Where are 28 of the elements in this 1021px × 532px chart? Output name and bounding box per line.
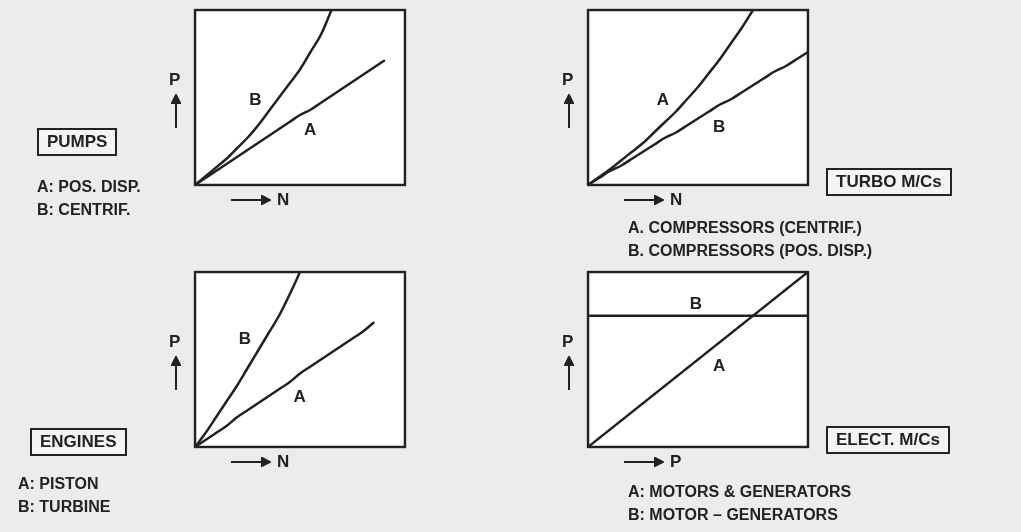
text: A: PISTON xyxy=(18,474,99,494)
x-axis-title: N xyxy=(277,190,290,210)
text: B. COMPRESSORS (POS. DISP.) xyxy=(628,241,873,261)
y-axis-title: P xyxy=(562,331,574,352)
x-axis-title: P xyxy=(670,452,682,472)
series-label: B xyxy=(238,328,251,348)
series-label: A xyxy=(656,89,669,109)
text: A: MOTORS & GENERATORS xyxy=(628,482,852,502)
text: B: MOTOR – GENERATORS xyxy=(628,505,838,525)
text: A: POS. DISP. xyxy=(37,177,141,197)
series-label: B xyxy=(249,89,262,109)
series-label: B xyxy=(713,116,726,136)
text: ENGINES xyxy=(30,428,127,456)
series-label: A xyxy=(304,120,317,140)
text: PUMPS xyxy=(37,128,118,156)
series-label: A xyxy=(293,387,306,407)
text: B: TURBINE xyxy=(18,497,111,517)
series-label: A xyxy=(713,355,726,375)
text: ELECT. M/Cs xyxy=(826,426,950,454)
x-axis-title: N xyxy=(277,452,290,472)
text: TURBO M/Cs xyxy=(826,168,952,196)
text: B: CENTRIF. xyxy=(37,200,131,220)
text: A. COMPRESSORS (CENTRIF.) xyxy=(628,218,862,238)
y-axis-title: P xyxy=(169,331,181,352)
y-axis-title: P xyxy=(562,69,574,90)
series-label: B xyxy=(689,293,702,313)
x-axis-title: N xyxy=(670,190,683,210)
y-axis-title: P xyxy=(169,69,181,90)
